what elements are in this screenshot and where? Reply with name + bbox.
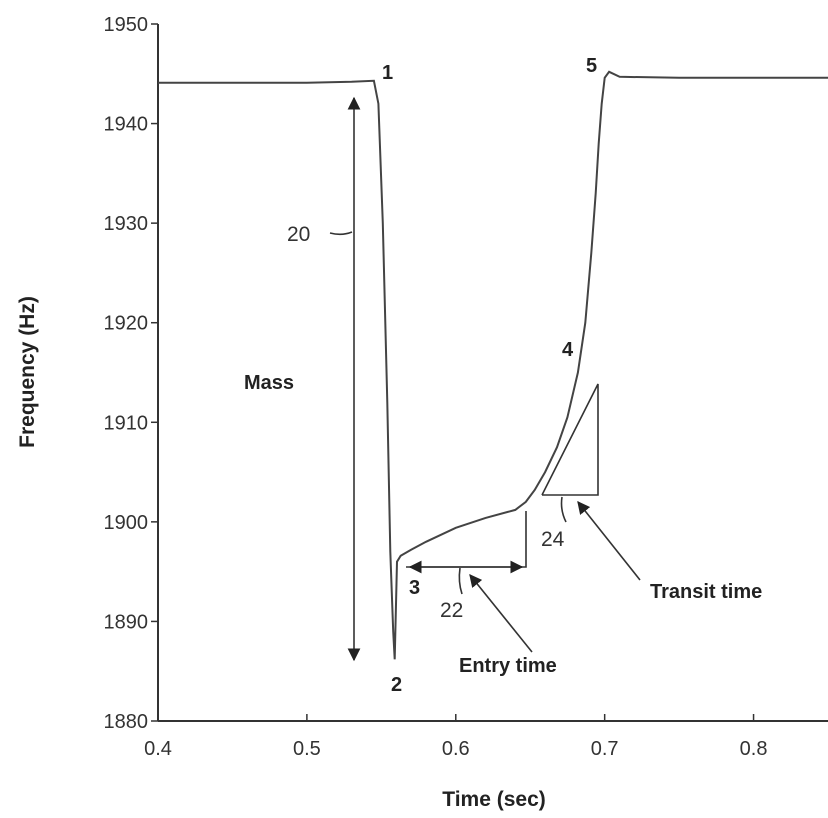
x-ticks: 0.4 0.5 0.6 0.7 0.8 <box>144 714 767 760</box>
ref-label-24: 24 <box>541 528 565 551</box>
entry-time-pointer <box>469 574 533 653</box>
y-tick-label: 1930 <box>104 213 149 235</box>
point-label-4: 4 <box>562 339 574 361</box>
y-tick-label: 1890 <box>104 611 149 633</box>
annotation-graphics <box>329 96 641 662</box>
y-tick-label: 1910 <box>104 412 149 434</box>
point-label-2: 2 <box>391 674 402 696</box>
point-label-5: 5 <box>586 55 597 77</box>
x-tick-label: 0.8 <box>740 738 768 760</box>
x-axis-title: Time (sec) <box>442 788 546 811</box>
series-line <box>158 70 828 660</box>
ref-24-leader <box>560 496 567 523</box>
x-tick-label: 0.5 <box>293 738 321 760</box>
x-tick-label: 0.4 <box>144 738 172 760</box>
ref-22-leader <box>458 567 463 595</box>
point-label-3: 3 <box>409 577 420 599</box>
transit-time-pointer <box>577 500 641 581</box>
point-label-1: 1 <box>382 62 393 84</box>
axes <box>157 24 828 722</box>
ref-label-22: 22 <box>440 599 463 622</box>
mass-label: Mass <box>244 372 294 394</box>
entry-triangle <box>406 511 527 568</box>
y-tick-label: 1900 <box>104 512 149 534</box>
ref-20-leader <box>329 231 353 236</box>
y-tick-label: 1950 <box>104 14 149 36</box>
y-tick-label: 1880 <box>104 711 149 733</box>
y-axis-title: Frequency (Hz) <box>16 296 39 448</box>
x-tick-label: 0.7 <box>591 738 619 760</box>
transit-triangle <box>541 383 599 496</box>
transit-time-label: Transit time <box>650 581 762 603</box>
y-tick-label: 1940 <box>104 114 149 136</box>
y-tick-label: 1920 <box>104 313 149 335</box>
y-ticks: 1880 1890 1900 1910 1920 1930 1940 1950 <box>104 14 158 733</box>
ref-label-20: 20 <box>287 223 310 246</box>
x-tick-label: 0.6 <box>442 738 470 760</box>
entry-time-label: Entry time <box>459 655 557 677</box>
